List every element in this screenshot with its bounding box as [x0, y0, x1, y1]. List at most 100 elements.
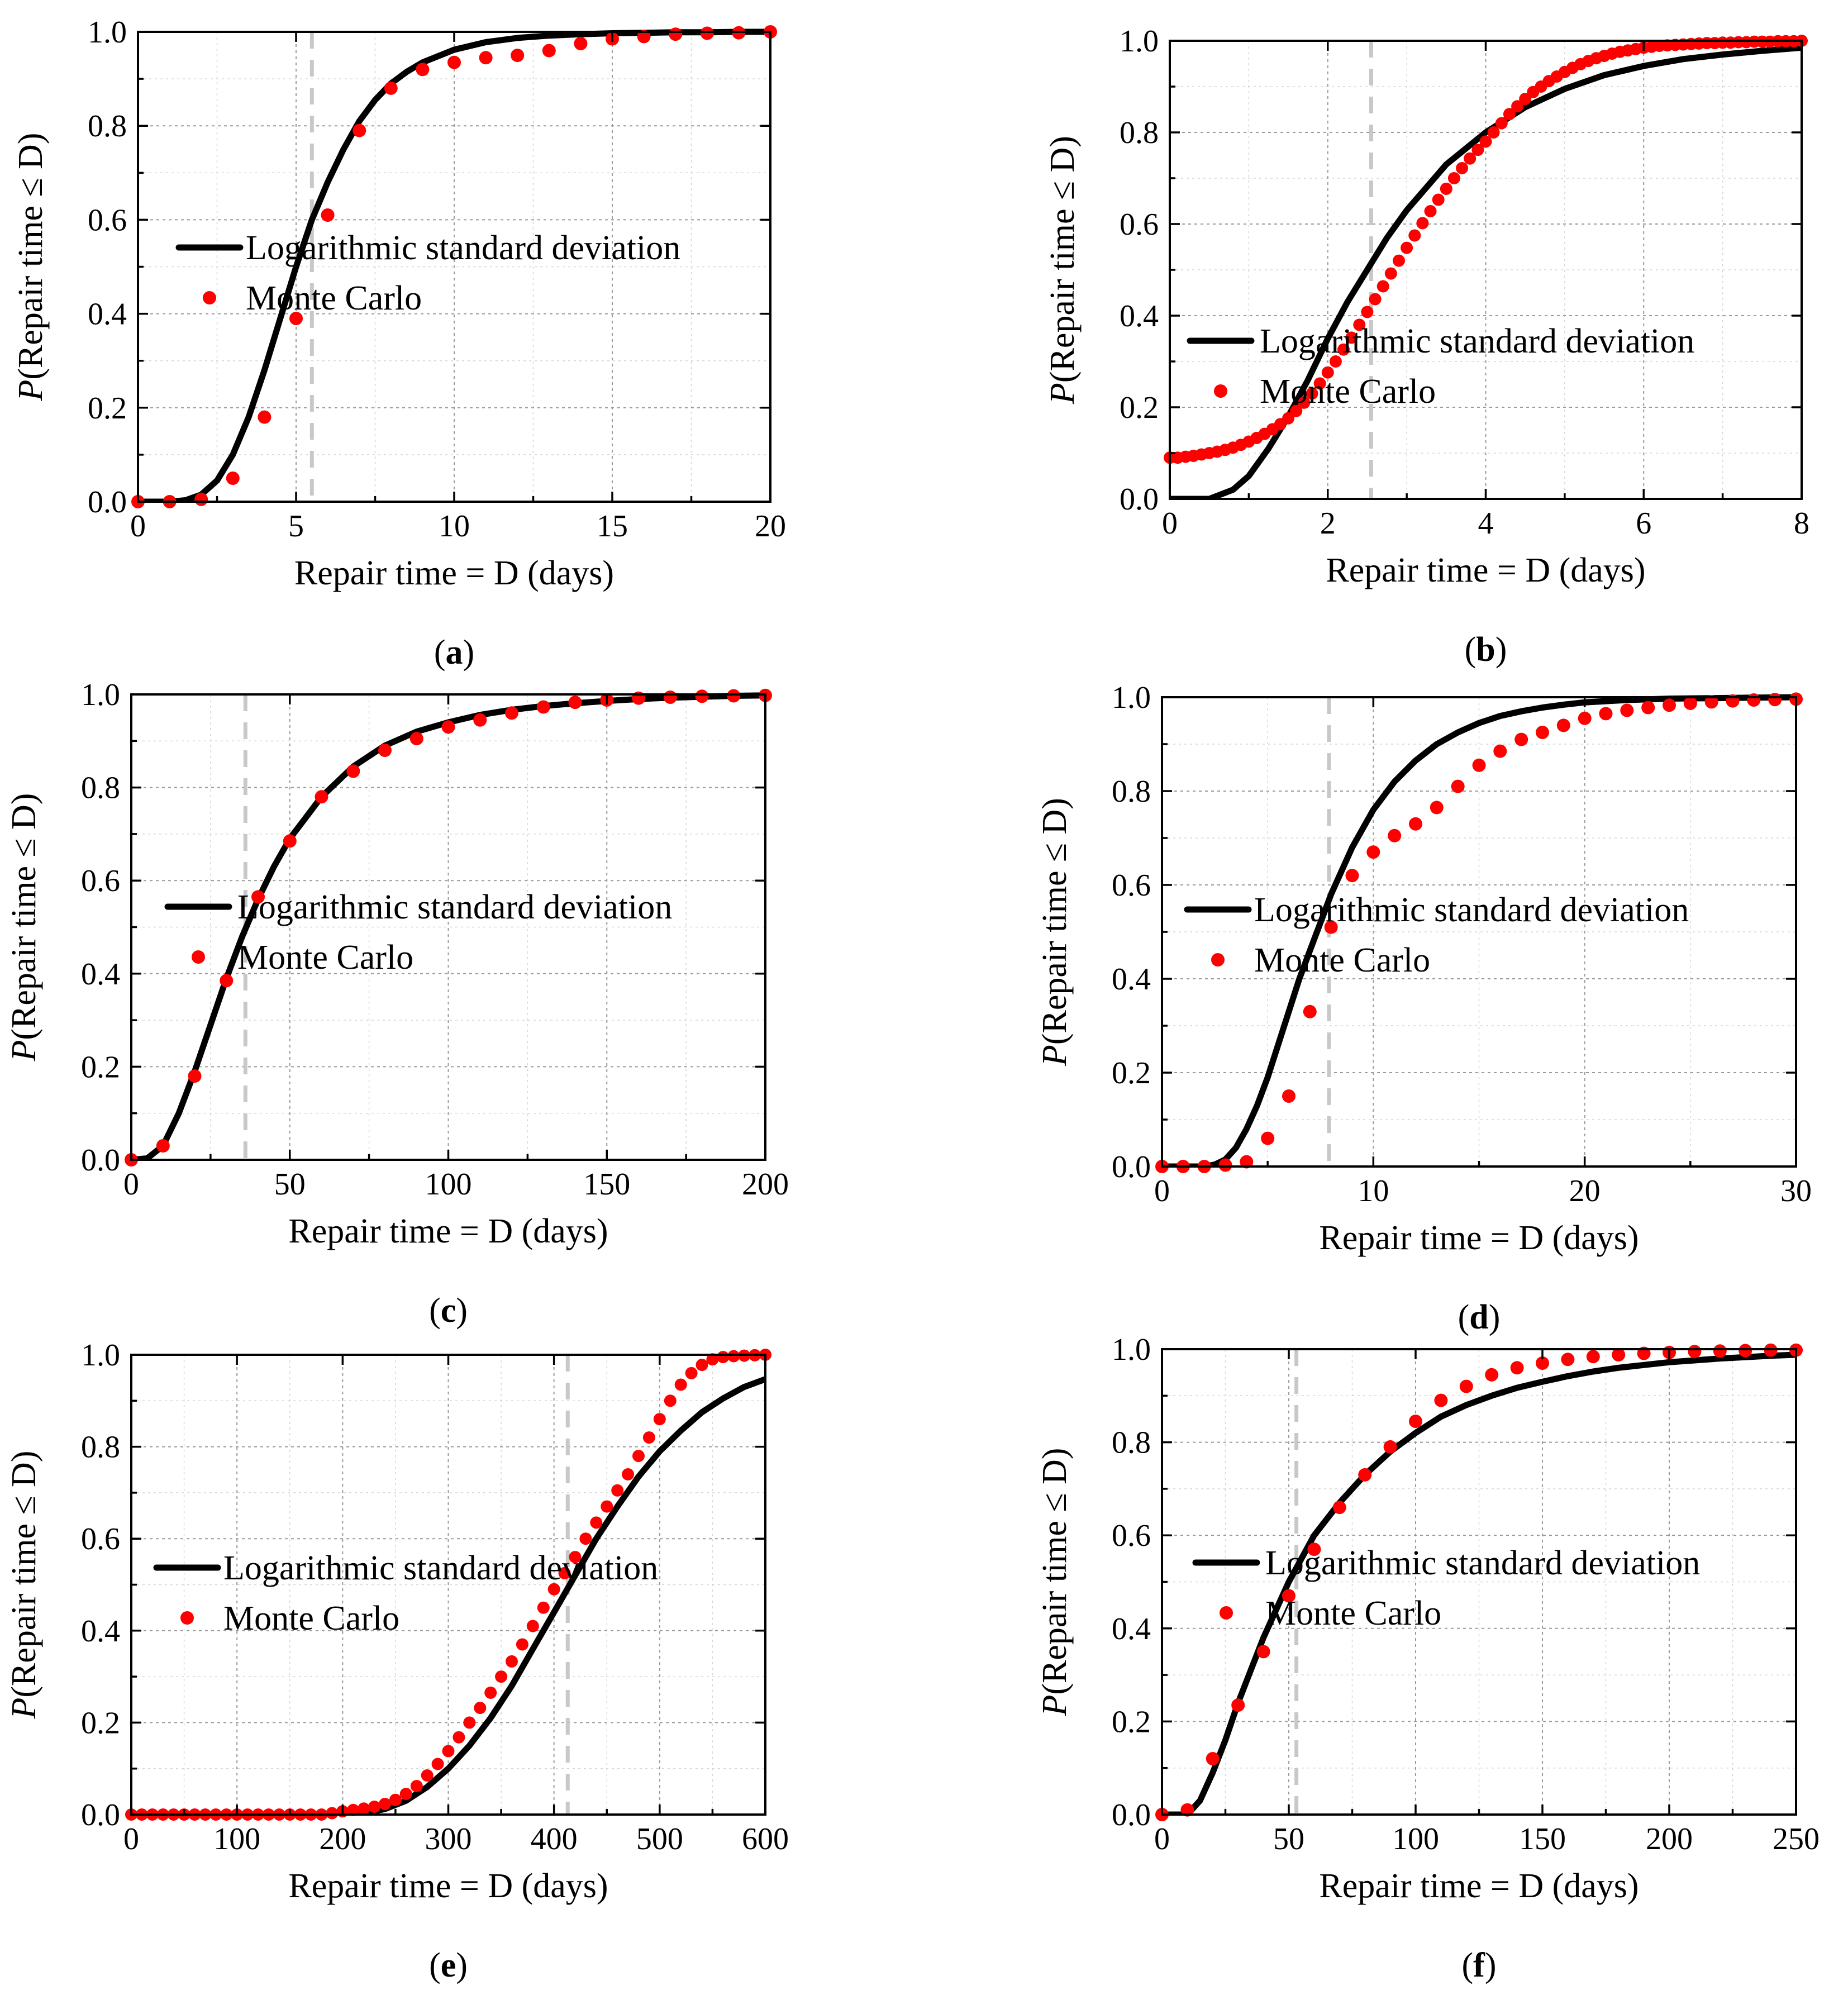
monte-carlo-point: [1641, 701, 1655, 715]
y-tick-label: 0.6: [81, 1522, 120, 1556]
legend-label-model: Logarithmic standard deviation: [1260, 322, 1694, 360]
monte-carlo-point: [1298, 396, 1311, 409]
monte-carlo-point: [1447, 172, 1460, 184]
x-tick-label: 15: [597, 509, 628, 544]
monte-carlo-point: [1256, 1645, 1270, 1659]
monte-carlo-point: [1377, 280, 1389, 293]
monte-carlo-point: [505, 706, 518, 720]
monte-carlo-point: [1416, 217, 1429, 230]
monte-carlo-point: [695, 689, 709, 703]
x-tick-label: 150: [1519, 1822, 1566, 1856]
panel-letter: d: [1469, 1298, 1488, 1336]
y-tick-label: 0.4: [1112, 1612, 1151, 1646]
monte-carlo-point: [347, 1803, 360, 1816]
y-tick-label: 0.4: [88, 297, 127, 332]
monte-carlo-point: [1487, 126, 1500, 139]
legend-label-monte-carlo: Monte Carlo: [223, 1599, 399, 1637]
y-axis-title-variable: P: [5, 1698, 43, 1720]
legend-label-monte-carlo: Monte Carlo: [237, 939, 413, 977]
monte-carlo-point: [1290, 404, 1303, 417]
x-axis-title: Repair time = D (days): [1326, 551, 1645, 589]
monte-carlo-point: [283, 834, 297, 848]
y-tick-label: 0.4: [1112, 962, 1151, 997]
x-tick-label: 20: [755, 509, 786, 544]
monte-carlo-point: [1337, 343, 1350, 356]
legend-label-model: Logarithmic standard deviation: [246, 229, 680, 267]
y-tick-label: 0.4: [1120, 299, 1159, 334]
monte-carlo-point: [696, 1359, 708, 1372]
monte-carlo-point: [1510, 1361, 1524, 1375]
monte-carlo-point: [1313, 377, 1326, 390]
legend-label-model: Logarithmic standard deviation: [1265, 1544, 1700, 1582]
legend-label-model: Logarithmic standard deviation: [1254, 891, 1689, 929]
y-tick-label: 0.6: [81, 864, 120, 898]
y-tick-label: 0.0: [1120, 482, 1159, 517]
x-tick-label: 50: [1273, 1822, 1304, 1856]
monte-carlo-point: [1456, 162, 1469, 174]
y-axis-title-variable: P: [1044, 383, 1082, 404]
monte-carlo-point: [526, 1620, 539, 1632]
y-tick-label: 0.8: [1112, 1426, 1151, 1460]
monte-carlo-point: [1503, 108, 1516, 121]
monte-carlo-point: [194, 492, 208, 506]
monte-carlo-point: [1472, 758, 1486, 772]
legend-label-monte-carlo: Monte Carlo: [1254, 941, 1430, 979]
monte-carlo-point: [568, 696, 582, 710]
y-tick-label: 0.0: [81, 1798, 120, 1832]
x-tick-label: 20: [1569, 1174, 1601, 1208]
legend-marker-swatch: [1211, 953, 1225, 966]
x-axis-title: Repair time = D (days): [288, 1867, 608, 1905]
monte-carlo-point: [1440, 182, 1452, 195]
y-tick-label: 0.2: [1120, 391, 1159, 425]
y-tick-label: 1.0: [1112, 680, 1151, 715]
monte-carlo-point: [685, 1367, 698, 1379]
y-axis-title-variable: P: [1036, 1695, 1074, 1717]
monte-carlo-point: [447, 55, 461, 69]
x-tick-label: 0: [1162, 506, 1178, 541]
monte-carlo-point: [611, 1484, 624, 1497]
panel-letter: c: [441, 1292, 456, 1330]
monte-carlo-point: [537, 1601, 550, 1614]
monte-carlo-point: [410, 1780, 423, 1792]
x-tick-label: 200: [319, 1822, 366, 1856]
y-tick-label: 0.2: [81, 1706, 120, 1740]
monte-carlo-point: [1424, 205, 1437, 217]
x-tick-label: 0: [123, 1822, 139, 1856]
monte-carlo-point: [1561, 1353, 1575, 1367]
monte-carlo-point: [379, 1798, 391, 1811]
legend-label-model: Logarithmic standard deviation: [237, 888, 672, 926]
monte-carlo-point: [473, 713, 487, 727]
monte-carlo-point: [188, 1069, 202, 1083]
monte-carlo-point: [479, 51, 493, 65]
monte-carlo-point: [416, 63, 430, 77]
x-tick-label: 0: [130, 509, 146, 544]
x-tick-label: 200: [1646, 1822, 1693, 1856]
monte-carlo-point: [1768, 693, 1782, 707]
legend-marker-swatch: [1220, 1606, 1233, 1620]
monte-carlo-point: [441, 720, 455, 734]
monte-carlo-point: [601, 1500, 613, 1513]
panel-b: 0 2 4 6 8 0.0 0.2 0.4 0.6 0.8 1.0 Repair time = D (…: [1044, 24, 1809, 669]
monte-carlo-point: [1180, 1803, 1194, 1817]
monte-carlo-point: [1451, 779, 1465, 793]
monte-carlo-point: [1218, 1158, 1232, 1172]
monte-carlo-point: [717, 1351, 730, 1364]
x-tick-label: 10: [1358, 1174, 1389, 1208]
panel-label: (d): [1458, 1298, 1501, 1336]
monte-carlo-point: [1459, 1379, 1473, 1393]
monte-carlo-point: [1495, 117, 1508, 130]
monte-carlo-point: [463, 1716, 476, 1729]
x-tick-label: 30: [1780, 1174, 1812, 1208]
panel-label: (f): [1462, 1946, 1497, 1984]
panel-label: (c): [429, 1292, 468, 1330]
legend-marker-swatch: [1214, 384, 1227, 398]
y-tick-label: 0.6: [1112, 1518, 1151, 1553]
monte-carlo-point: [442, 1745, 455, 1758]
monte-carlo-point: [431, 1758, 444, 1770]
x-tick-label: 100: [1392, 1822, 1439, 1856]
x-tick-label: 8: [1794, 506, 1809, 541]
monte-carlo-point: [1307, 1542, 1321, 1556]
monte-carlo-point: [1282, 1589, 1295, 1603]
panel-a: 0 5 10 15 20 0.0 0.2 0.4 0.6 0.8 1.0 Repair time = …: [12, 15, 786, 672]
panel-letter: a: [446, 634, 463, 672]
